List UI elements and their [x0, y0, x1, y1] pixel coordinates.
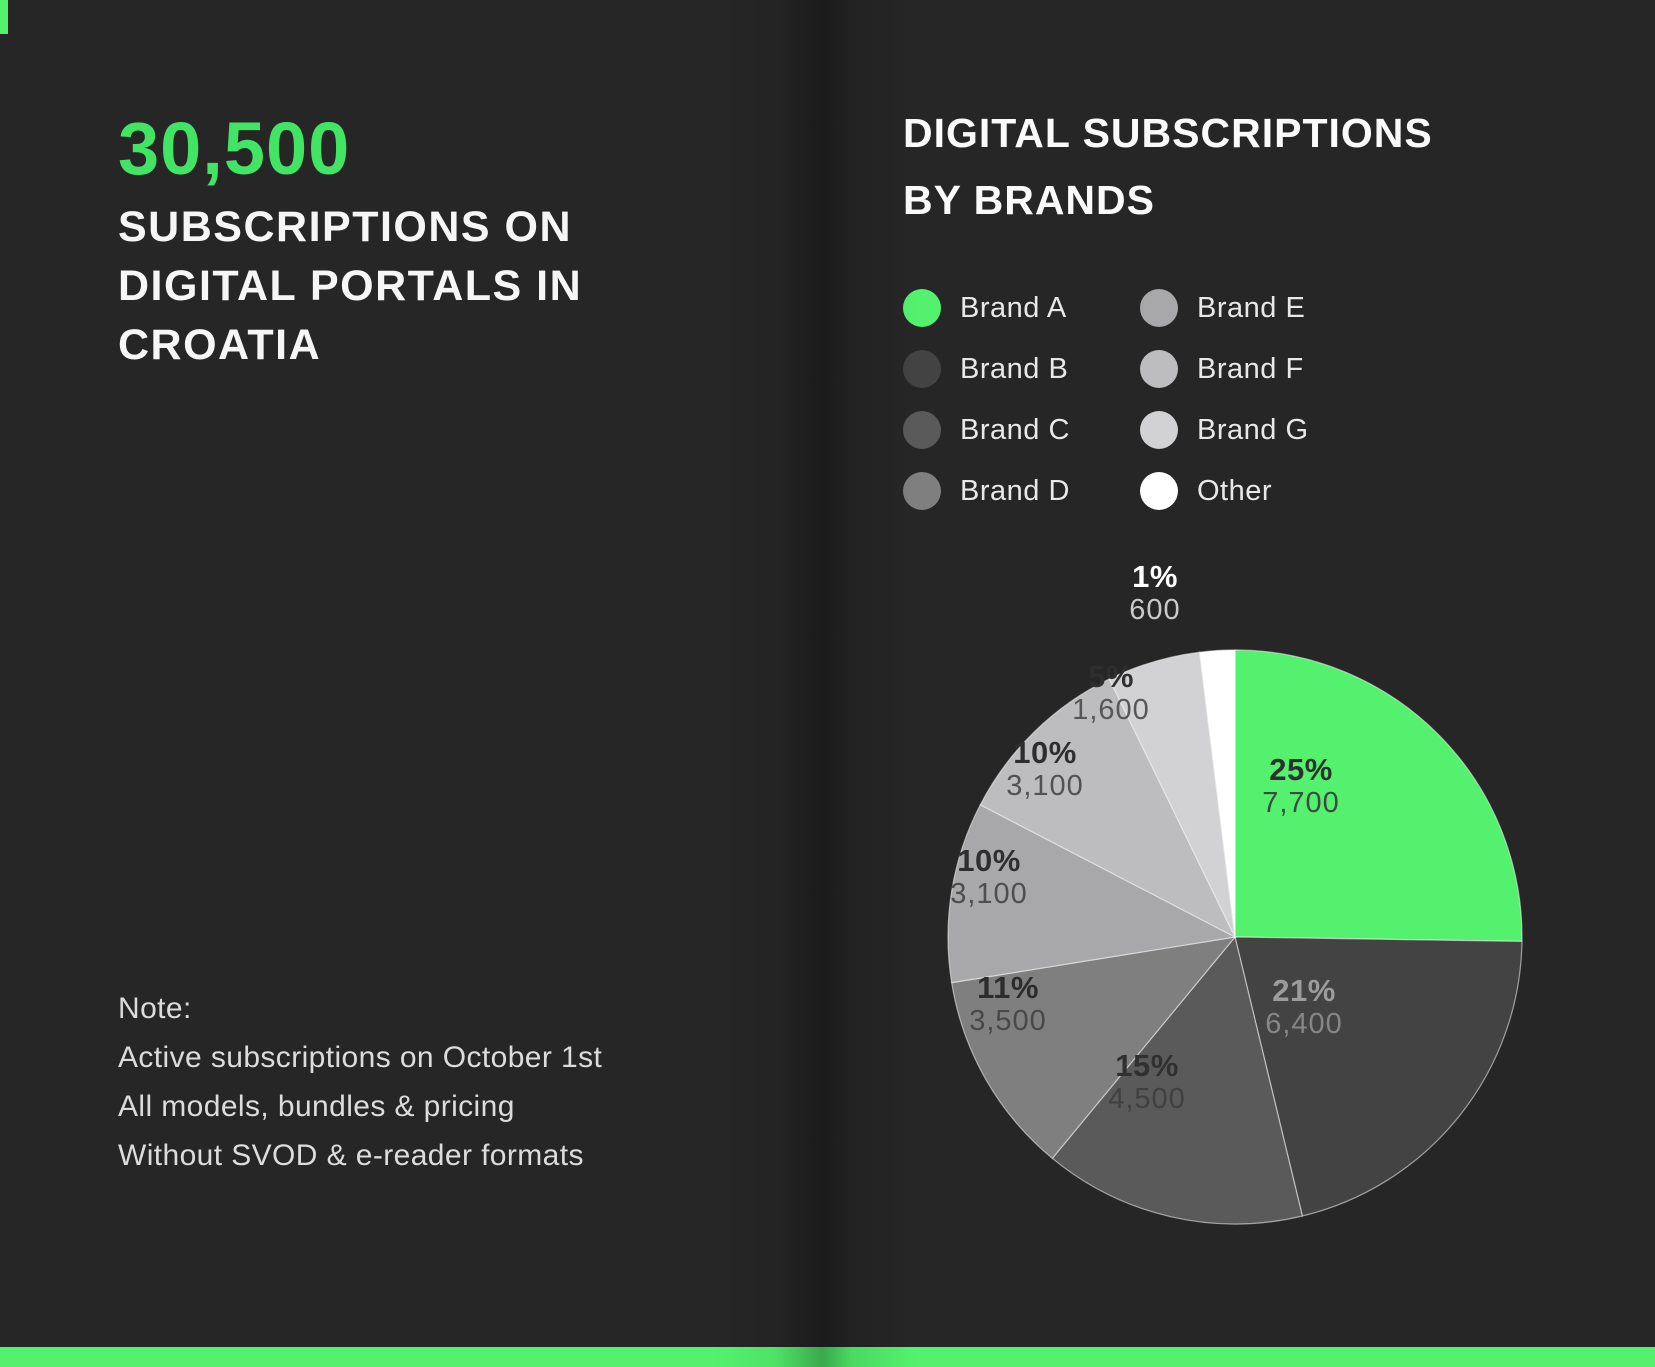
- note-line-1: Active subscriptions on October 1st: [118, 1041, 603, 1074]
- legend-label-brand-g: Brand G: [1197, 413, 1309, 446]
- slice-percent: 10%: [957, 843, 1021, 878]
- bottom-accent-bar: [0, 1347, 1655, 1367]
- chart-title-line-2: BY BRANDS: [903, 177, 1155, 223]
- legend-item-brand-e: Brand E: [1140, 289, 1309, 327]
- legend-item-brand-d: Brand D: [903, 472, 1070, 510]
- legend-item-brand-b: Brand B: [903, 350, 1070, 388]
- legend-item-brand-c: Brand C: [903, 411, 1070, 449]
- headline-label-line-2: DIGITAL PORTALS IN: [118, 262, 583, 310]
- legend-label-brand-c: Brand C: [960, 413, 1070, 446]
- legend-swatch-brand-c: [903, 411, 941, 449]
- slice-label-brand-c: 15% 4,500: [1108, 1048, 1186, 1116]
- legend-column-1: Brand A Brand B Brand C Brand D: [903, 289, 1070, 533]
- slice-label-other: 1% 600: [1129, 559, 1181, 627]
- note-line-2: All models, bundles & pricing: [118, 1090, 515, 1123]
- slice-percent: 10%: [1013, 735, 1077, 770]
- slice-value: 1,600: [1072, 694, 1150, 726]
- legend-item-other: Other: [1140, 472, 1309, 510]
- pie-slice-other: [1198, 649, 1236, 938]
- legend-label-brand-a: Brand A: [960, 291, 1067, 324]
- legend-item-brand-a: Brand A: [903, 289, 1070, 327]
- slice-percent: 21%: [1272, 973, 1336, 1008]
- pie-slice-brand-e: [947, 803, 1237, 984]
- note-line-3: Without SVOD & e-reader formats: [118, 1139, 584, 1172]
- pie-slice-brand-f: [979, 678, 1237, 939]
- pie-slice-brand-b: [1234, 936, 1523, 1217]
- slice-value: 3,100: [950, 878, 1028, 910]
- pie-slice-brand-d: [950, 936, 1237, 1160]
- legend-label-brand-b: Brand B: [960, 352, 1069, 385]
- slice-label-brand-d: 11% 3,500: [969, 970, 1047, 1038]
- slice-percent: 15%: [1115, 1048, 1179, 1083]
- legend-swatch-brand-d: [903, 472, 941, 510]
- slice-value: 6,400: [1265, 1008, 1343, 1040]
- chart-title: DIGITAL SUBSCRIPTIONS BY BRANDS: [903, 100, 1503, 234]
- slice-label-brand-b: 21% 6,400: [1265, 973, 1343, 1041]
- headline-label-line-1: SUBSCRIPTIONS ON: [118, 203, 573, 251]
- slice-value: 3,100: [1006, 770, 1084, 802]
- note-title: Note:: [118, 992, 192, 1025]
- slice-percent: 5%: [1088, 659, 1134, 694]
- headline-label: SUBSCRIPTIONS ON DIGITAL PORTALS IN CROA…: [118, 198, 678, 375]
- slice-label-brand-a: 25% 7,700: [1262, 752, 1340, 820]
- pie-slice-brand-a: [1234, 649, 1523, 943]
- slice-label-brand-g: 5% 1,600: [1072, 659, 1150, 727]
- legend-item-brand-g: Brand G: [1140, 411, 1309, 449]
- legend-swatch-brand-b: [903, 350, 941, 388]
- legend-swatch-brand-e: [1140, 289, 1178, 327]
- slice-label-brand-f: 10% 3,100: [1006, 735, 1084, 803]
- slice-value: 3,500: [969, 1005, 1047, 1037]
- slice-percent: 1%: [1132, 559, 1178, 594]
- legend-label-other: Other: [1197, 474, 1273, 507]
- slice-label-brand-e: 10% 3,100: [950, 843, 1028, 911]
- legend-swatch-brand-g: [1140, 411, 1178, 449]
- legend-item-brand-f: Brand F: [1140, 350, 1309, 388]
- legend-swatch-other: [1140, 472, 1178, 510]
- legend-column-2: Brand E Brand F Brand G Other: [1140, 289, 1309, 533]
- legend-label-brand-f: Brand F: [1197, 352, 1304, 385]
- legend-label-brand-d: Brand D: [960, 474, 1070, 507]
- slice-percent: 11%: [977, 970, 1039, 1005]
- corner-accent-mark: [0, 0, 8, 34]
- chart-title-line-1: DIGITAL SUBSCRIPTIONS: [903, 110, 1433, 156]
- slice-value: 7,700: [1262, 787, 1340, 819]
- note-block: Note: Active subscriptions on October 1s…: [118, 984, 738, 1180]
- slice-value: 600: [1129, 594, 1181, 626]
- legend-label-brand-e: Brand E: [1197, 291, 1306, 324]
- slice-value: 4,500: [1108, 1083, 1186, 1115]
- headline-label-line-3: CROATIA: [118, 321, 322, 369]
- pie-slice-brand-c: [1051, 935, 1304, 1225]
- legend-swatch-brand-a: [903, 289, 941, 327]
- headline-value: 30,500: [118, 107, 351, 190]
- slice-percent: 25%: [1269, 752, 1333, 787]
- legend-swatch-brand-f: [1140, 350, 1178, 388]
